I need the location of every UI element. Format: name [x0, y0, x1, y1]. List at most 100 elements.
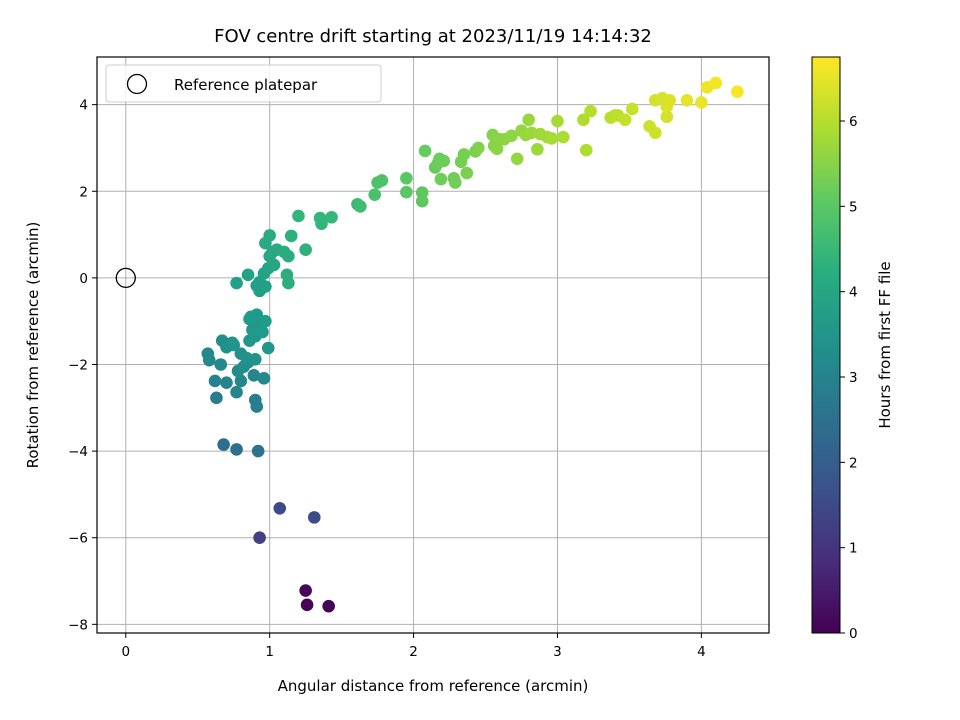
data-point: [663, 94, 677, 107]
data-point: [263, 229, 276, 242]
data-point: [437, 154, 451, 168]
data-point: [505, 129, 518, 143]
data-point: [695, 96, 708, 109]
data-point: [220, 376, 233, 389]
data-point: [680, 94, 694, 107]
data-point: [300, 598, 314, 612]
data-point: [307, 511, 321, 524]
x-tick-label: 0: [121, 644, 130, 660]
data-point: [584, 104, 597, 118]
data-point: [556, 130, 570, 144]
data-point: [248, 352, 262, 366]
data-point: [230, 276, 243, 290]
data-point: [510, 152, 524, 166]
colorbar-label: Hours from first FF file: [876, 261, 894, 428]
data-point: [230, 385, 243, 399]
colorbar-tick-label: 6: [849, 114, 858, 130]
chart-title: FOV centre drift starting at 2023/11/19 …: [214, 26, 652, 47]
data-point: [299, 584, 312, 597]
colorbar-tick-label: 5: [849, 199, 858, 215]
x-tick-label: 2: [409, 644, 418, 660]
legend-marker-icon: [126, 73, 148, 95]
data-point: [234, 374, 248, 388]
legend-box: [105, 64, 382, 103]
data-point: [709, 76, 723, 90]
colorbar-gradient: [811, 56, 841, 634]
colorbar-tick-label: 0: [849, 626, 858, 642]
y-tick-label: 2: [79, 184, 88, 200]
data-point: [531, 142, 544, 156]
y-tick-label: −2: [68, 357, 88, 373]
data-point: [449, 176, 462, 189]
data-point: [375, 174, 389, 187]
colorbar: 0 1 2 3 4 5 6 Hours from first FF file: [811, 56, 894, 642]
x-axis-label: Angular distance from reference (arcmin): [278, 677, 589, 695]
data-point: [368, 188, 382, 202]
colorbar-tick-label: 2: [849, 455, 858, 471]
data-point: [261, 341, 275, 355]
data-point: [315, 217, 328, 231]
data-point: [273, 501, 287, 515]
data-point: [434, 172, 448, 186]
data-point: [230, 443, 243, 456]
data-point: [214, 358, 228, 371]
x-tick-label: 3: [553, 644, 562, 660]
x-tick-label: 1: [265, 644, 274, 660]
data-point: [210, 391, 223, 405]
data-point: [250, 308, 264, 321]
data-point: [415, 194, 429, 208]
data-point: [201, 347, 215, 360]
data-point: [322, 599, 335, 613]
colorbar-ticks: 0 1 2 3 4 5 6: [840, 114, 858, 642]
data-point: [577, 113, 590, 127]
data-point: [457, 148, 471, 161]
data-point: [731, 85, 744, 98]
data-point: [545, 132, 559, 145]
data-point: [418, 144, 432, 158]
data-point: [253, 531, 266, 545]
data-point: [490, 142, 504, 156]
data-point: [299, 243, 312, 257]
data-point: [259, 280, 272, 293]
y-tick-label: −4: [68, 444, 88, 460]
data-point: [551, 114, 564, 128]
data-point: [325, 210, 338, 224]
data-point: [660, 110, 674, 124]
colorbar-tick-label: 4: [849, 285, 858, 301]
data-point: [256, 325, 269, 339]
y-tick-label: 0: [79, 271, 88, 287]
data-point: [579, 143, 593, 157]
data-point: [460, 166, 474, 180]
data-point: [354, 200, 367, 213]
reference-platepar-marker: [115, 267, 136, 289]
data-point: [472, 141, 485, 155]
colorbar-tick-label: 3: [849, 370, 858, 386]
x-axis-ticks: 0 1 2 3 4: [121, 633, 706, 660]
data-point: [618, 113, 632, 127]
data-point: [217, 438, 230, 451]
data-point: [282, 276, 295, 290]
y-tick-label: 4: [79, 98, 88, 114]
data-points: [201, 76, 744, 613]
legend-entry-reference: Reference platepar: [174, 76, 318, 94]
data-point: [227, 338, 241, 352]
data-point: [241, 268, 255, 282]
data-point: [250, 400, 264, 413]
data-point: [522, 113, 535, 127]
data-point: [259, 314, 272, 328]
plot-frame: [96, 56, 770, 634]
y-tick-label: −6: [68, 531, 88, 547]
data-point: [282, 249, 295, 263]
y-axis-label: Rotation from reference (arcmin): [24, 222, 42, 469]
data-point: [257, 372, 271, 385]
data-point: [208, 374, 222, 388]
legend: Reference platepar: [105, 64, 382, 103]
data-point: [400, 185, 413, 199]
data-point: [292, 209, 305, 223]
data-point: [400, 171, 413, 185]
data-point: [247, 369, 261, 382]
data-point: [284, 229, 298, 243]
y-axis-ticks: −8 −6 −4 −2 0 2 4: [68, 98, 97, 633]
colorbar-tick-label: 1: [849, 541, 858, 557]
